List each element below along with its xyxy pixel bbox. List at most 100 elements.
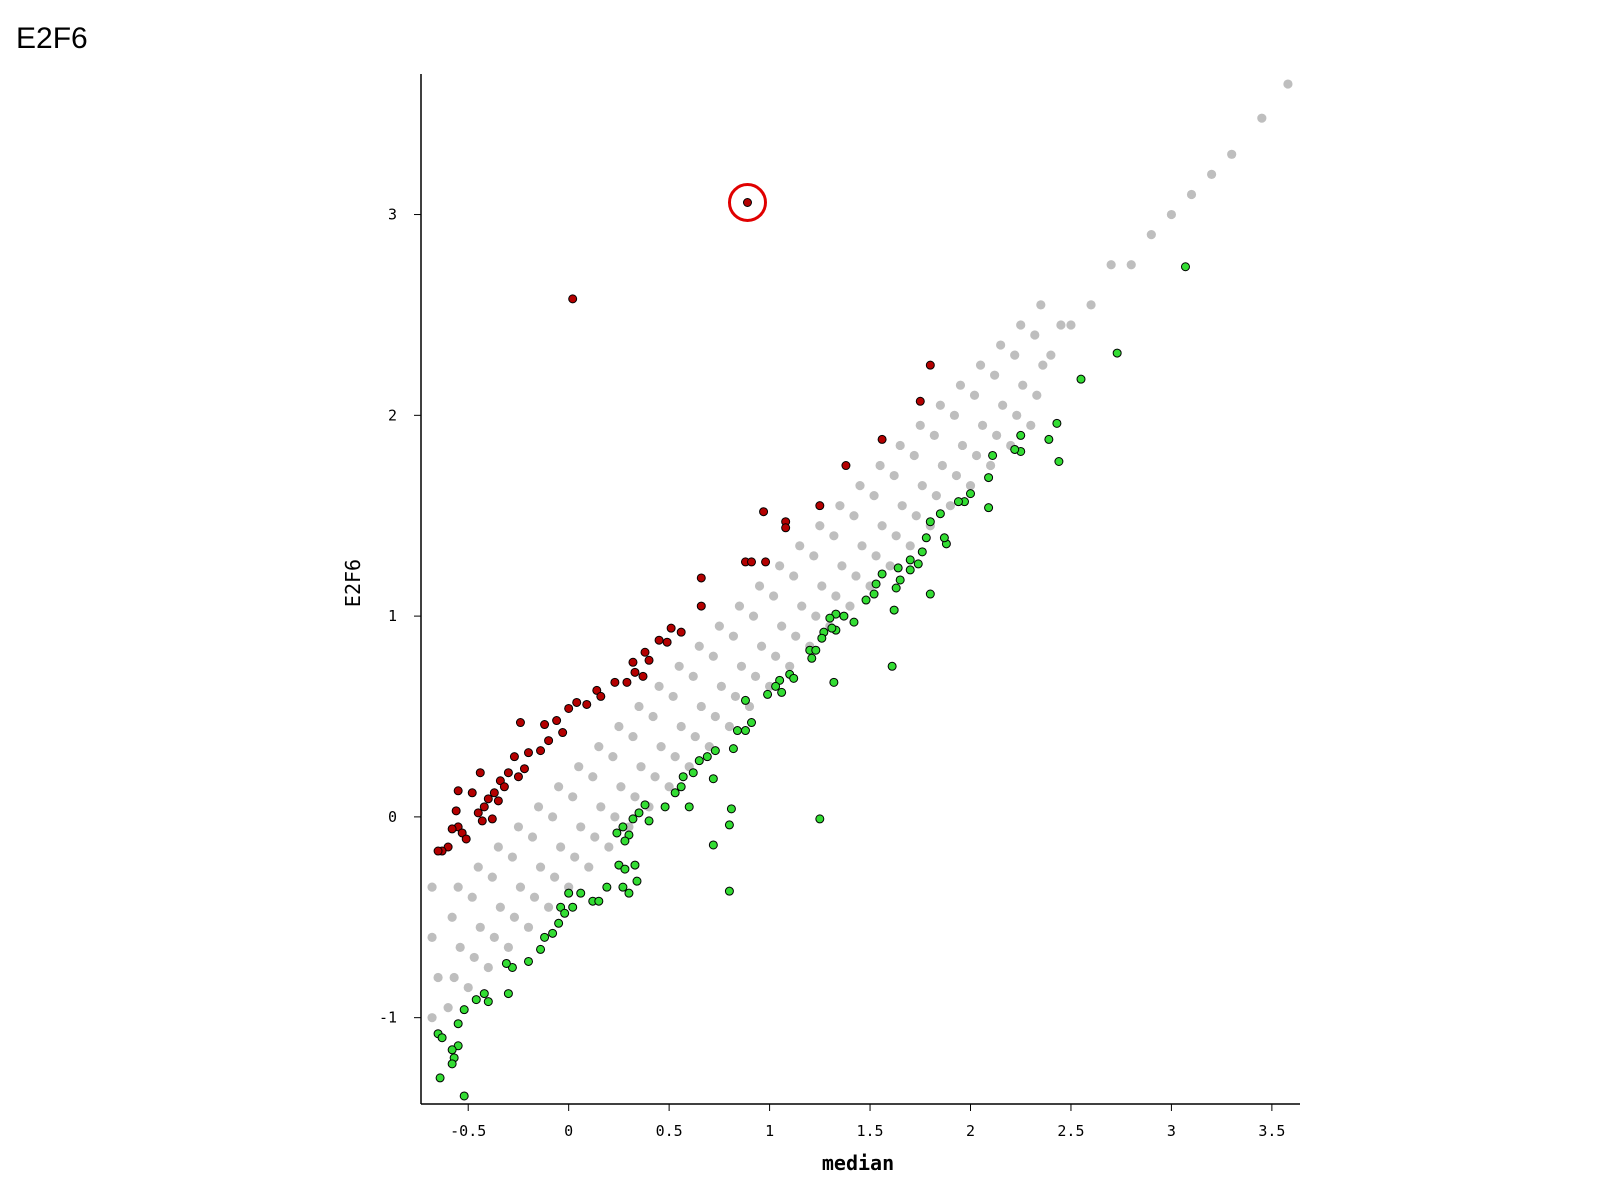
point (453, 786, 463, 796)
point (670, 788, 680, 798)
point (628, 814, 638, 824)
point (684, 802, 694, 812)
point (527, 832, 538, 842)
point (893, 563, 903, 573)
point (777, 687, 787, 697)
point (911, 511, 921, 521)
point (447, 1059, 457, 1069)
point (469, 952, 479, 963)
point (929, 430, 939, 441)
point (513, 772, 523, 782)
point (594, 742, 604, 752)
point (996, 340, 1006, 350)
point (612, 828, 622, 838)
point (547, 812, 558, 822)
point (1227, 149, 1237, 159)
point (624, 888, 634, 898)
point (992, 430, 1002, 441)
point (977, 420, 988, 430)
point (654, 635, 664, 645)
point (841, 461, 851, 471)
point (732, 726, 742, 736)
point (1283, 79, 1293, 89)
point (554, 918, 564, 928)
point (877, 521, 887, 531)
point (754, 581, 765, 591)
point (676, 627, 686, 637)
point (955, 380, 966, 390)
point (909, 450, 919, 461)
point (529, 892, 540, 902)
point (1146, 230, 1156, 240)
point (536, 746, 546, 756)
point (554, 782, 564, 792)
point (473, 862, 483, 872)
point (789, 673, 799, 683)
point (674, 661, 684, 671)
x-tick-label: 3.5 (1258, 1122, 1285, 1140)
point (1166, 209, 1177, 220)
point (453, 1019, 463, 1029)
point (761, 557, 771, 567)
point (1032, 390, 1042, 400)
point (618, 882, 628, 892)
point (572, 697, 582, 707)
point (807, 653, 817, 663)
point (676, 721, 686, 732)
point (509, 912, 520, 922)
x-tick-label: 1.5 (856, 1122, 883, 1140)
point (1106, 260, 1116, 270)
point (628, 657, 638, 667)
point (449, 972, 459, 983)
point (1010, 350, 1020, 360)
point (638, 671, 648, 681)
y-axis-label: E2F6 (341, 559, 365, 607)
point (544, 736, 554, 746)
point (769, 591, 779, 601)
point (568, 902, 578, 912)
point (596, 802, 606, 812)
point (696, 701, 706, 712)
point (666, 623, 676, 633)
point (815, 814, 825, 824)
point (690, 731, 700, 742)
point (969, 390, 980, 400)
point (1046, 350, 1056, 360)
point (584, 862, 594, 872)
point (696, 601, 706, 611)
point (1044, 434, 1054, 444)
point (835, 501, 845, 511)
point (708, 651, 718, 661)
point (1016, 430, 1026, 440)
point (971, 450, 982, 461)
point (467, 788, 477, 798)
point (447, 824, 457, 834)
point (433, 972, 443, 983)
point (564, 703, 574, 713)
point (427, 1013, 437, 1023)
point (815, 521, 825, 531)
point (501, 958, 511, 968)
point (1016, 320, 1026, 330)
point (791, 631, 801, 641)
point (875, 460, 885, 471)
point (487, 872, 497, 882)
x-tick-label: 0 (564, 1122, 573, 1140)
point (636, 762, 646, 772)
point (461, 834, 471, 844)
point (688, 768, 698, 778)
point (433, 846, 443, 856)
point (489, 932, 499, 942)
point (650, 772, 660, 782)
point (897, 501, 907, 511)
point (855, 480, 865, 491)
point (710, 711, 720, 722)
point (1066, 320, 1076, 330)
y-tick-label: 0 (388, 808, 397, 826)
point (1026, 420, 1036, 430)
point (905, 565, 915, 575)
point (568, 294, 578, 304)
point (975, 360, 986, 370)
point (483, 962, 493, 973)
point (556, 842, 566, 852)
